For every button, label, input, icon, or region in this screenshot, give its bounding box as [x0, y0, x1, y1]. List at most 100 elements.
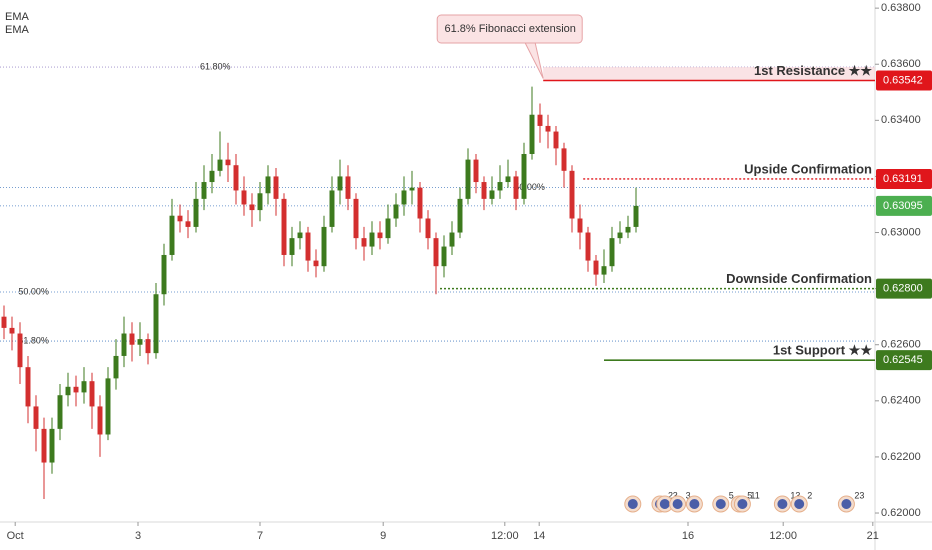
candle-body	[449, 232, 455, 247]
candle-body	[33, 406, 39, 429]
candle-body	[209, 170, 215, 183]
candle-body	[41, 428, 47, 463]
x-tick-label: 21	[867, 530, 879, 542]
candle-body	[529, 114, 535, 154]
price-label: 0.62545	[883, 354, 923, 366]
event-count: 3	[686, 490, 691, 500]
candle-body	[65, 386, 71, 396]
candle-body	[545, 125, 551, 132]
candle-body	[537, 114, 543, 126]
candle-body	[601, 266, 607, 275]
event-count: 5	[747, 490, 752, 500]
price-label-box	[876, 168, 932, 189]
level-label: 1st Resistance ★★	[754, 63, 872, 78]
candle-body	[201, 182, 207, 199]
candle-body	[249, 204, 255, 211]
candle-body	[433, 238, 439, 267]
candle-body	[577, 218, 583, 233]
candle-body	[561, 148, 567, 171]
candle-body	[553, 131, 559, 149]
x-tick-label: 9	[380, 530, 386, 542]
candle-body	[481, 182, 487, 199]
candle-body	[217, 159, 223, 171]
event-icon-flag	[841, 499, 852, 509]
candle-body	[329, 190, 335, 227]
candle-body	[177, 215, 183, 222]
price-label-box	[876, 70, 932, 91]
candle-body	[121, 333, 127, 356]
y-tick-label: 0.63000	[881, 226, 921, 238]
candle-body	[441, 246, 447, 267]
candle-body	[393, 204, 399, 219]
candle-body	[1, 316, 7, 328]
y-tick-label: 0.62400	[881, 395, 921, 407]
candle-body	[137, 339, 143, 345]
x-tick-label: Oct	[7, 530, 24, 542]
candle-body	[457, 198, 463, 233]
event-count: 2	[668, 490, 673, 500]
event-icon-flag	[715, 499, 726, 509]
candle-body	[185, 221, 191, 227]
candle-body	[353, 198, 359, 239]
candle-body	[385, 218, 391, 239]
candle-body	[89, 381, 95, 407]
candle-body	[113, 355, 119, 379]
x-tick-label: 3	[135, 530, 141, 542]
candle-body	[465, 159, 471, 199]
y-tick-label: 0.63800	[881, 2, 921, 14]
candle-body	[265, 176, 271, 194]
candle-body	[169, 215, 175, 255]
x-tick-label: 7	[257, 530, 263, 542]
event-icon-flag	[659, 499, 670, 509]
event-icon-flag	[794, 499, 805, 509]
y-tick-label: 0.62600	[881, 339, 921, 351]
event-icon-flag	[627, 499, 638, 509]
candle-body	[129, 333, 135, 345]
price-label-box	[876, 278, 932, 299]
x-tick-label: 16	[682, 530, 694, 542]
event-count: 3	[673, 490, 678, 500]
candle-body	[361, 238, 367, 247]
fib-label: 50.00%	[18, 286, 49, 296]
price-label-box	[876, 195, 932, 216]
candle-body	[505, 176, 511, 183]
candle-body	[81, 381, 87, 393]
y-tick-label: 0.63400	[881, 114, 921, 126]
candle-body	[305, 232, 311, 261]
fib-label: 61.80%	[18, 335, 49, 345]
candle-body	[345, 176, 351, 199]
event-count: 11	[750, 490, 759, 500]
resistance-zone	[543, 67, 875, 81]
candle-body	[617, 232, 623, 239]
candle-body	[337, 176, 343, 191]
candle-body	[425, 218, 431, 239]
candle-body	[145, 339, 151, 354]
legend-entry: EMA	[5, 11, 30, 23]
price-label: 0.63191	[883, 173, 923, 185]
callout-box	[436, 14, 583, 44]
candle-body	[409, 187, 415, 191]
candle-body	[225, 159, 231, 166]
candle-body	[105, 378, 111, 435]
candle-body	[417, 187, 423, 219]
price-label: 0.63095	[883, 200, 923, 212]
candle-body	[73, 386, 79, 393]
candle-body	[153, 294, 159, 354]
y-tick-label: 0.62200	[881, 451, 921, 463]
candle-body	[281, 198, 287, 255]
candle-body	[497, 182, 503, 191]
event-icon-flag	[672, 499, 683, 509]
candle-body	[273, 176, 279, 199]
price-label-box	[876, 350, 932, 371]
level-label: Upside Confirmation	[744, 161, 872, 176]
x-tick-label: 14	[533, 530, 545, 542]
x-tick-label: 12:00	[769, 530, 797, 542]
fib-label: 50.00%	[514, 182, 545, 192]
event-icon-flag	[737, 499, 748, 509]
candle-body	[49, 428, 55, 463]
callout-text: 61.8% Fibonacci extension	[444, 23, 575, 35]
candle-body	[609, 238, 615, 267]
level-label: Downside Confirmation	[726, 271, 872, 286]
